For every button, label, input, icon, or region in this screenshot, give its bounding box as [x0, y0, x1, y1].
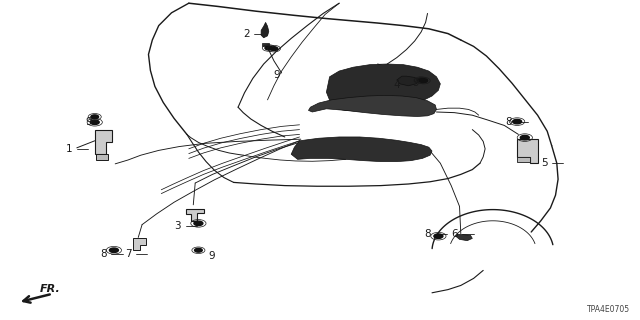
Circle shape — [520, 135, 529, 140]
Text: 9: 9 — [273, 70, 280, 80]
Text: 8: 8 — [506, 116, 512, 127]
Text: 8: 8 — [424, 228, 431, 239]
Circle shape — [417, 78, 425, 82]
Text: 8: 8 — [100, 249, 107, 260]
Text: 9: 9 — [85, 117, 92, 127]
Polygon shape — [456, 234, 472, 241]
Circle shape — [265, 46, 273, 50]
Circle shape — [513, 119, 522, 124]
Text: 6: 6 — [451, 228, 458, 239]
Circle shape — [195, 248, 202, 252]
Polygon shape — [326, 64, 440, 111]
Polygon shape — [186, 209, 204, 221]
Polygon shape — [397, 76, 419, 86]
Polygon shape — [96, 154, 108, 160]
Text: 4: 4 — [394, 80, 400, 90]
Polygon shape — [291, 137, 432, 162]
Text: 9: 9 — [413, 78, 419, 88]
Polygon shape — [517, 139, 538, 163]
Polygon shape — [133, 238, 146, 250]
Polygon shape — [517, 157, 530, 162]
Text: 3: 3 — [175, 220, 181, 231]
Text: 1: 1 — [66, 144, 72, 154]
Polygon shape — [261, 22, 269, 38]
Circle shape — [194, 221, 203, 226]
Circle shape — [434, 234, 443, 238]
Text: FR.: FR. — [40, 284, 60, 294]
Polygon shape — [308, 95, 436, 116]
Text: TPA4E0705: TPA4E0705 — [588, 305, 630, 314]
Circle shape — [109, 248, 118, 252]
Circle shape — [420, 79, 428, 83]
Text: 5: 5 — [541, 158, 547, 168]
Polygon shape — [95, 130, 112, 154]
Circle shape — [90, 120, 99, 124]
Circle shape — [270, 47, 278, 51]
Text: 2: 2 — [243, 28, 250, 39]
Text: 9: 9 — [208, 251, 214, 261]
Text: 7: 7 — [125, 249, 131, 260]
Polygon shape — [262, 43, 269, 46]
Circle shape — [91, 115, 99, 119]
